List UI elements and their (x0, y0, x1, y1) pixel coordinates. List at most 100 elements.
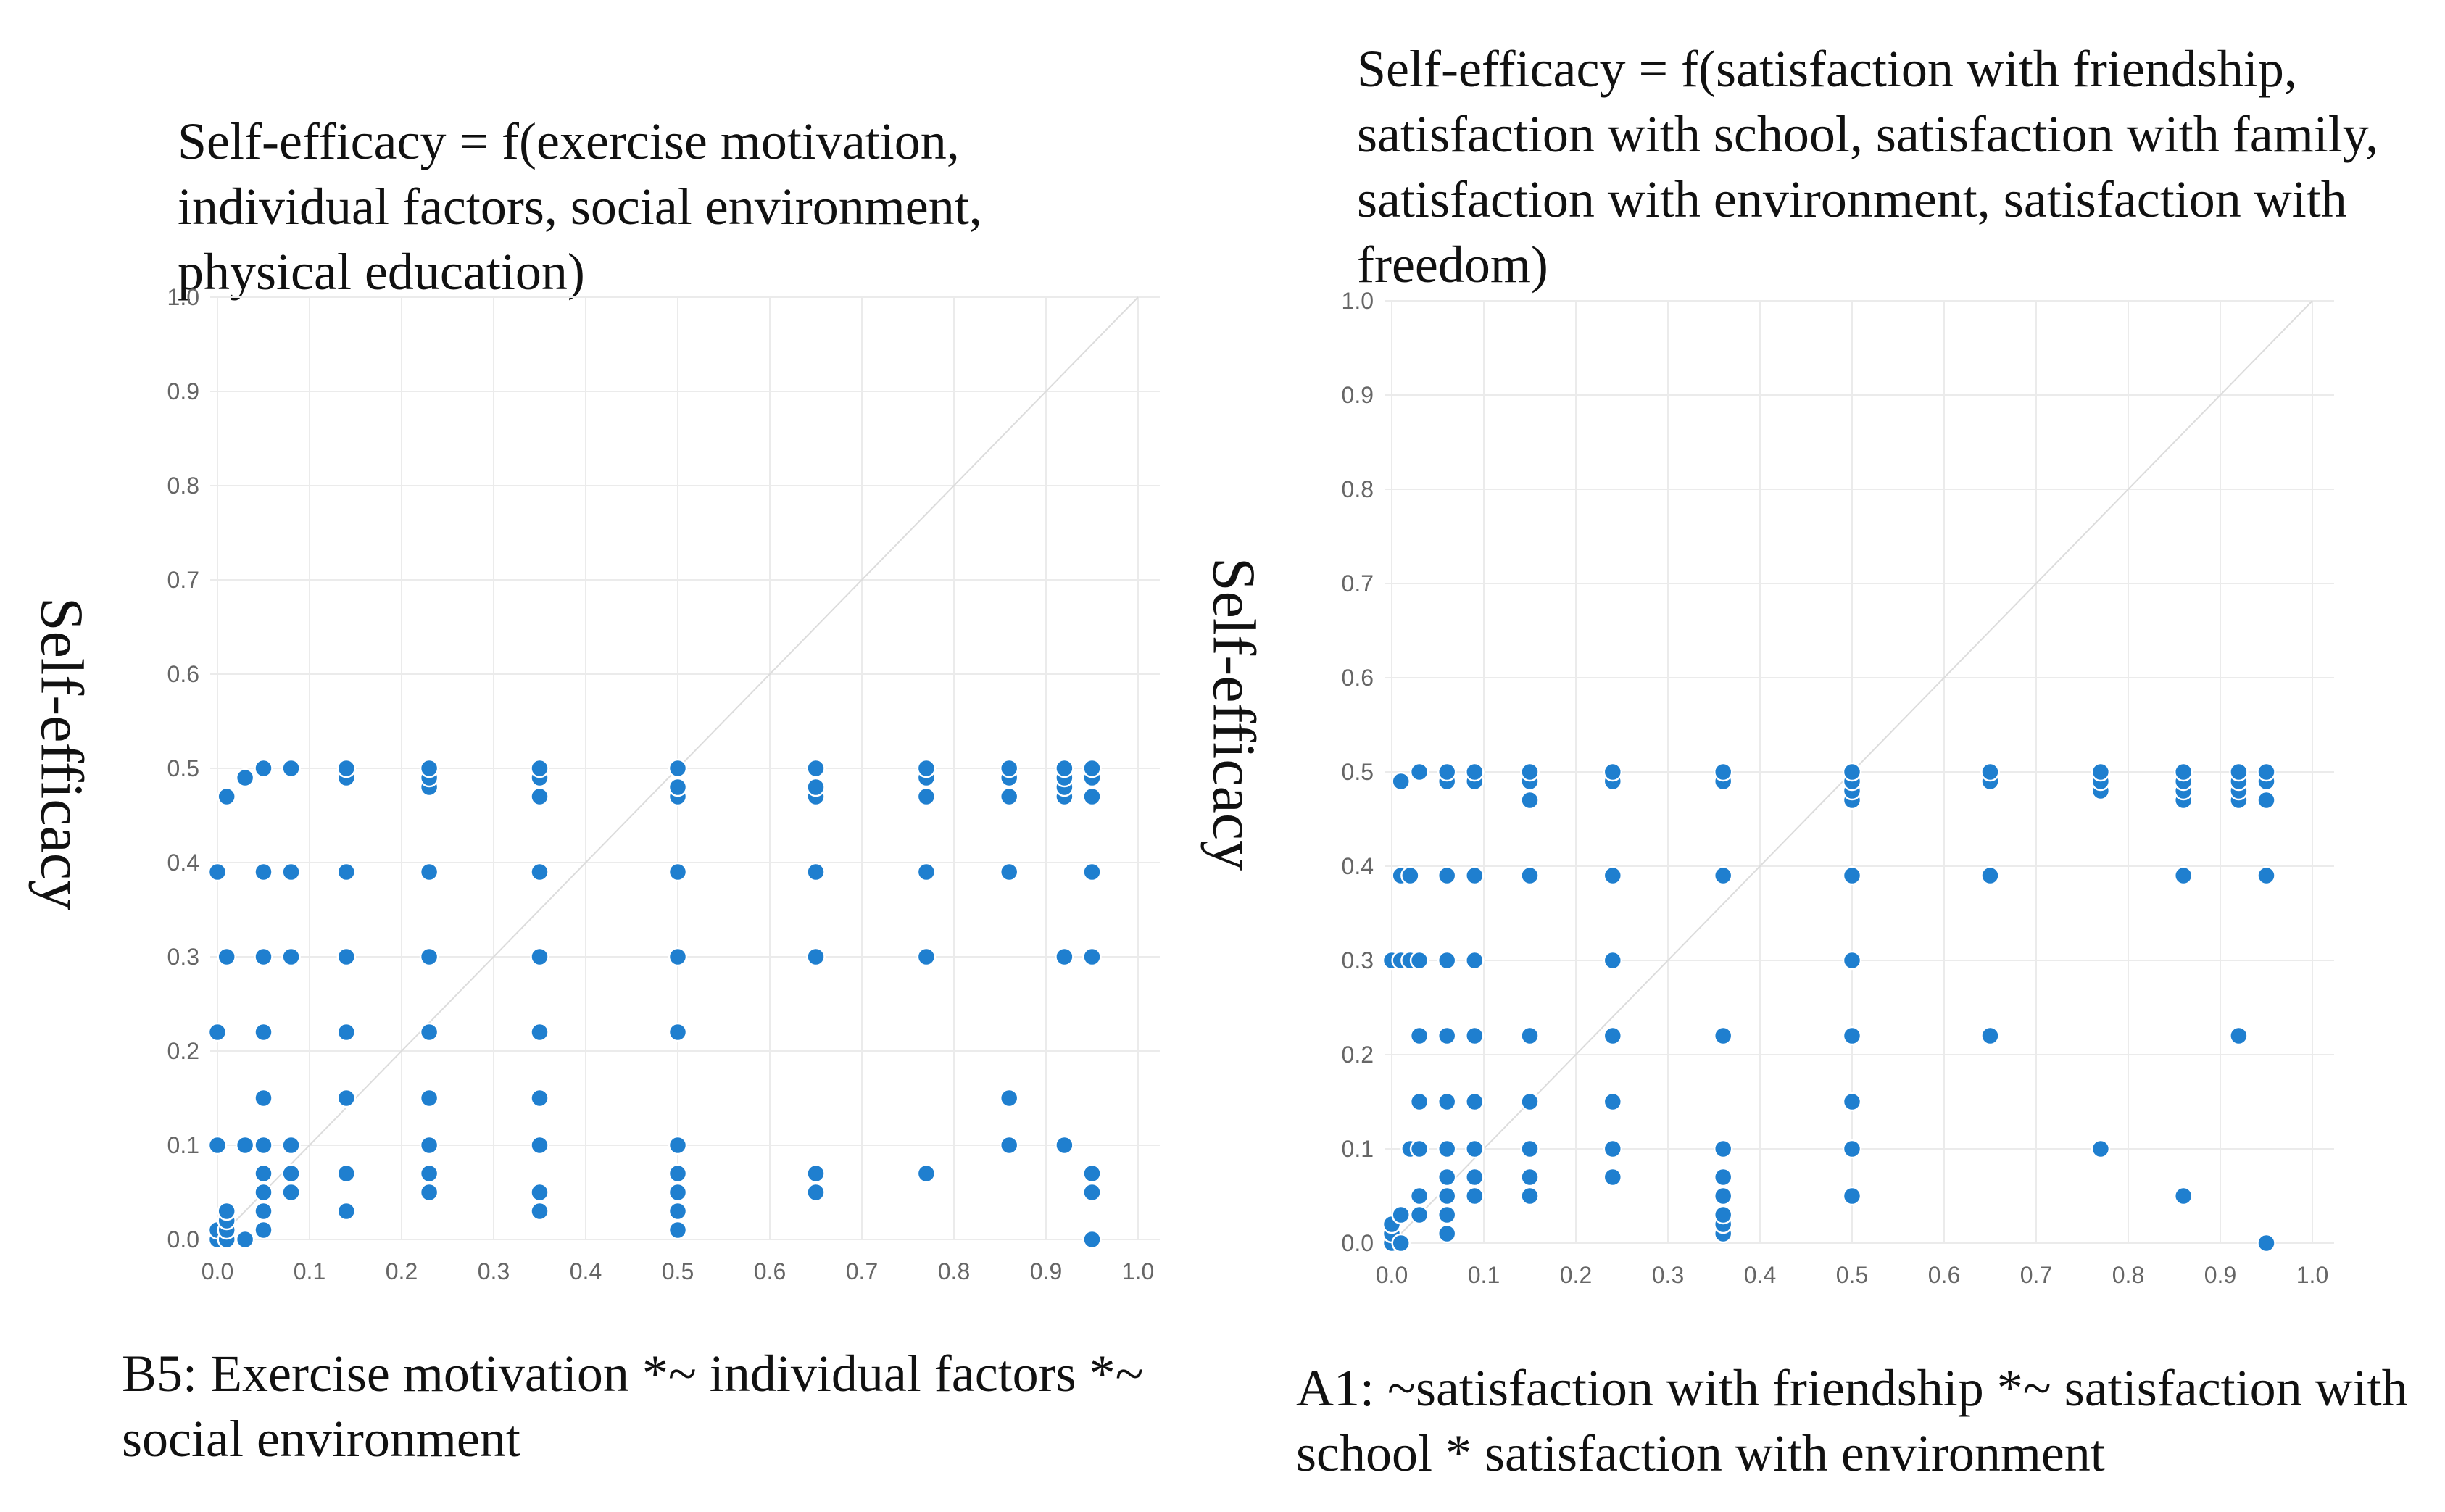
data-point (2091, 1139, 2111, 1159)
data-point (530, 947, 549, 967)
data-point (668, 758, 688, 778)
data-point (999, 758, 1019, 778)
data-point (1520, 1026, 1540, 1046)
data-point (419, 1182, 439, 1202)
data-point (1409, 1092, 1429, 1112)
x-tick-label: 1.0 (2296, 1262, 2328, 1288)
data-point (281, 1163, 301, 1184)
data-point (281, 1135, 301, 1155)
data-point (1465, 1092, 1485, 1112)
y-tick-label: 0.1 (167, 1132, 199, 1158)
data-point (254, 1022, 273, 1042)
x-tick-label: 0.5 (662, 1258, 694, 1284)
data-point (1842, 1026, 1862, 1046)
data-point (1437, 1026, 1457, 1046)
data-point (1603, 950, 1623, 971)
data-point (2173, 1186, 2193, 1206)
data-point (1713, 1026, 1733, 1046)
x-tick-label: 0.0 (1376, 1262, 1408, 1288)
data-point (2173, 865, 2193, 886)
data-point (1082, 947, 1102, 967)
data-point (999, 786, 1019, 807)
data-point (336, 862, 357, 882)
data-point (916, 862, 937, 882)
y-tick-label: 0.5 (1342, 759, 1374, 785)
x-tick-label: 0.8 (938, 1258, 970, 1284)
data-point (1391, 1205, 1411, 1225)
data-point (668, 1182, 688, 1202)
data-point (2229, 762, 2249, 782)
data-point (1842, 762, 1862, 782)
y-tick-label: 0.2 (1342, 1042, 1374, 1068)
data-point (1409, 1139, 1429, 1159)
data-point (1409, 1026, 1429, 1046)
y-tick-label: 1.0 (167, 284, 199, 310)
data-points (207, 758, 1102, 1250)
data-point (668, 777, 688, 797)
y-tick-label: 1.0 (1342, 288, 1374, 314)
data-point (419, 758, 439, 778)
data-point (336, 1088, 357, 1108)
x-tick-label: 0.6 (754, 1258, 786, 1284)
data-point (1842, 1092, 1862, 1112)
data-point (1713, 1205, 1733, 1225)
data-point (530, 1201, 549, 1221)
data-point (235, 1135, 255, 1155)
data-point (999, 862, 1019, 882)
data-point (281, 862, 301, 882)
data-point (254, 1220, 273, 1240)
data-point (1603, 865, 1623, 886)
y-tick-label: 0.1 (1342, 1136, 1374, 1162)
data-point (1603, 1092, 1623, 1112)
data-point (1437, 762, 1457, 782)
data-point (1465, 1167, 1485, 1187)
data-point (419, 1022, 439, 1042)
data-point (419, 862, 439, 882)
data-point (336, 947, 357, 967)
y-axis-label: Self-efficacy (1200, 557, 1268, 871)
y-tick-label: 0.3 (167, 944, 199, 970)
data-point (1713, 762, 1733, 782)
data-point (1465, 1139, 1485, 1159)
data-point (1842, 1139, 1862, 1159)
data-point (1437, 950, 1457, 971)
data-point (668, 947, 688, 967)
data-point (254, 1201, 273, 1221)
chart-panel-left: Self-efficacy = f(exercise motivation, i… (0, 0, 1174, 1512)
data-point (916, 786, 937, 807)
data-point (1713, 1139, 1733, 1159)
data-point (1520, 1186, 1540, 1206)
x-tick-label: 0.7 (846, 1258, 878, 1284)
data-point (207, 1022, 228, 1042)
y-tick-label: 0.0 (167, 1226, 199, 1253)
data-point (1713, 1167, 1733, 1187)
data-point (1520, 762, 1540, 782)
x-tick-label: 0.4 (1744, 1262, 1776, 1288)
data-point (668, 1022, 688, 1042)
x-tick-label: 0.2 (1560, 1262, 1592, 1288)
data-points (1382, 762, 2276, 1253)
data-point (419, 1088, 439, 1108)
y-tick-label: 0.9 (167, 378, 199, 404)
data-point (207, 1135, 228, 1155)
data-point (668, 1135, 688, 1155)
data-point (2091, 762, 2111, 782)
data-point (254, 947, 273, 967)
data-point (2173, 762, 2193, 782)
x-axis-label: A1: ~satisfaction with friendship *~ sat… (1296, 1359, 2408, 1482)
data-point (217, 947, 236, 967)
data-point (2257, 790, 2276, 810)
x-tick-label: 0.3 (1652, 1262, 1684, 1288)
x-tick-label: 0.1 (294, 1258, 325, 1284)
data-point (2257, 1233, 2276, 1253)
data-point (1082, 1163, 1102, 1184)
data-point (1465, 1186, 1485, 1206)
data-point (336, 1022, 357, 1042)
y-tick-label: 0.0 (1342, 1230, 1374, 1256)
grid-lines (1385, 300, 2334, 1244)
data-point (254, 862, 273, 882)
data-point (1437, 865, 1457, 886)
data-point (668, 862, 688, 882)
data-point (1391, 1233, 1411, 1253)
x-tick-label: 0.3 (478, 1258, 510, 1284)
